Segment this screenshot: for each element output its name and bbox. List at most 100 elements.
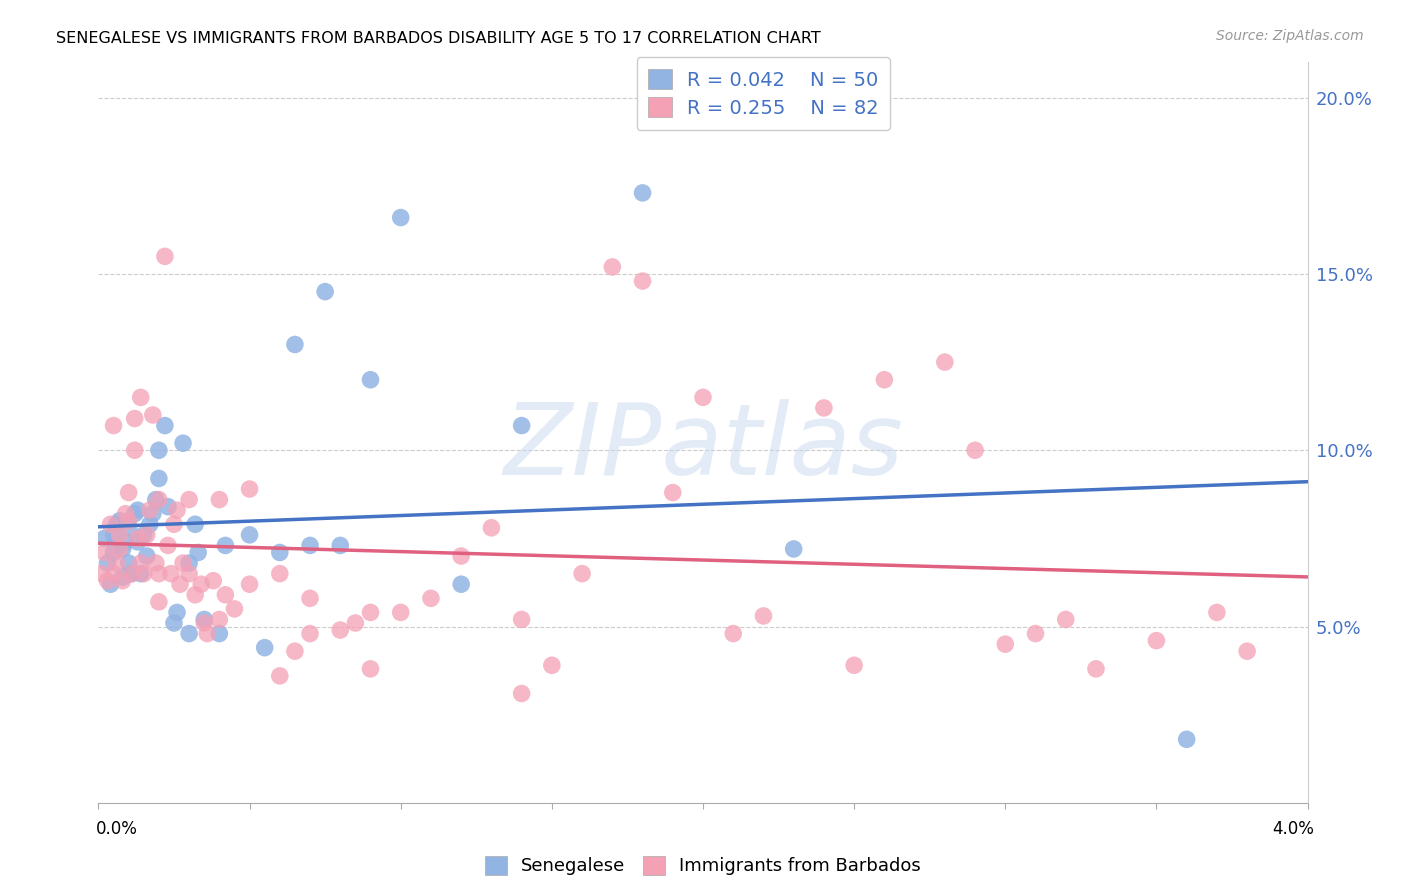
Point — [148, 566, 170, 581]
Point — [114, 507, 136, 521]
Point — [111, 541, 134, 556]
Point — [100, 577, 122, 591]
Text: ZIPatlas: ZIPatlas — [503, 399, 903, 496]
Point — [253, 640, 276, 655]
Point — [127, 535, 149, 549]
Point — [118, 521, 141, 535]
Point — [187, 545, 209, 559]
Point — [214, 588, 236, 602]
Point — [153, 249, 176, 263]
Point — [752, 609, 775, 624]
Point — [121, 566, 143, 581]
Point — [540, 658, 562, 673]
Point — [114, 535, 136, 549]
Point — [103, 528, 125, 542]
Point — [873, 373, 896, 387]
Point — [105, 556, 128, 570]
Point — [692, 390, 714, 404]
Point — [389, 606, 412, 620]
Point — [239, 577, 262, 591]
Point — [184, 517, 207, 532]
Point — [145, 492, 167, 507]
Point — [571, 566, 593, 581]
Point — [179, 556, 201, 570]
Point — [602, 260, 624, 274]
Point — [129, 390, 152, 404]
Point — [193, 615, 215, 630]
Point — [108, 541, 131, 556]
Point — [389, 211, 412, 225]
Text: SENEGALESE VS IMMIGRANTS FROM BARBADOS DISABILITY AGE 5 TO 17 CORRELATION CHART: SENEGALESE VS IMMIGRANTS FROM BARBADOS D… — [56, 31, 821, 46]
Point — [631, 274, 654, 288]
Point — [166, 503, 188, 517]
Point — [111, 574, 134, 588]
Point — [103, 418, 125, 433]
Point — [121, 566, 143, 581]
Point — [172, 436, 194, 450]
Point — [284, 337, 307, 351]
Point — [994, 637, 1017, 651]
Point — [124, 507, 146, 521]
Point — [129, 556, 152, 570]
Point — [284, 644, 307, 658]
Point — [1025, 626, 1047, 640]
Point — [142, 408, 165, 422]
Point — [148, 471, 170, 485]
Point — [179, 492, 201, 507]
Point — [90, 566, 112, 581]
Point — [1236, 644, 1258, 658]
Point — [103, 545, 125, 559]
Point — [135, 528, 157, 542]
Point — [360, 662, 382, 676]
Point — [360, 606, 382, 620]
Point — [118, 556, 141, 570]
Point — [934, 355, 956, 369]
Point — [172, 556, 194, 570]
Point — [510, 612, 533, 626]
Point — [127, 532, 149, 546]
Point — [96, 556, 118, 570]
Point — [129, 566, 152, 581]
Point — [208, 626, 231, 640]
Point — [299, 538, 322, 552]
Point — [111, 570, 134, 584]
Point — [163, 517, 186, 532]
Point — [100, 517, 122, 532]
Point — [156, 500, 179, 514]
Point — [153, 418, 176, 433]
Point — [1206, 606, 1229, 620]
Point — [510, 686, 533, 700]
Point — [224, 602, 246, 616]
Point — [510, 418, 533, 433]
Point — [184, 588, 207, 602]
Point — [1146, 633, 1168, 648]
Point — [269, 545, 291, 559]
Point — [360, 373, 382, 387]
Point — [208, 492, 231, 507]
Point — [239, 528, 262, 542]
Point — [208, 612, 231, 626]
Point — [783, 541, 806, 556]
Point — [105, 517, 128, 532]
Point — [1085, 662, 1108, 676]
Point — [179, 566, 201, 581]
Point — [139, 517, 162, 532]
Point — [214, 538, 236, 552]
Point — [844, 658, 866, 673]
Point — [160, 566, 183, 581]
Point — [148, 443, 170, 458]
Point — [145, 556, 167, 570]
Text: 4.0%: 4.0% — [1272, 820, 1315, 838]
Point — [1175, 732, 1198, 747]
Point — [344, 615, 367, 630]
Point — [156, 538, 179, 552]
Point — [965, 443, 987, 458]
Point — [239, 482, 262, 496]
Point — [139, 503, 162, 517]
Point — [299, 591, 322, 606]
Point — [132, 566, 155, 581]
Point — [269, 669, 291, 683]
Point — [179, 626, 201, 640]
Point — [193, 612, 215, 626]
Point — [1054, 612, 1077, 626]
